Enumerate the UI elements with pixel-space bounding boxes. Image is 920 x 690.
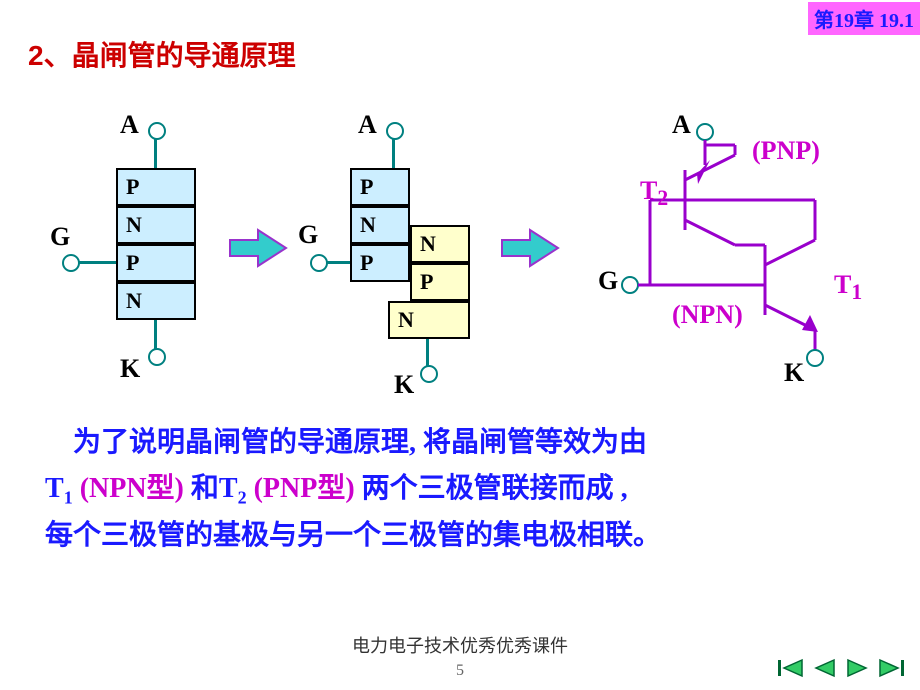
d2-layer-P1: P bbox=[350, 168, 410, 206]
t1-label: T1 bbox=[834, 270, 862, 305]
d1-term-A bbox=[148, 122, 166, 140]
d2-term-G bbox=[310, 254, 328, 272]
body-text: 为了说明晶闸管的导通原理, 将晶闸管等效为由 T1 (NPN型) 和T2 (PN… bbox=[45, 420, 875, 560]
d1-layer-N2: N bbox=[116, 282, 196, 320]
d3-label-K: K bbox=[784, 358, 804, 388]
nav-buttons bbox=[776, 656, 906, 680]
d2-wire-G bbox=[326, 261, 350, 264]
d1-label-G: G bbox=[50, 222, 70, 252]
d1-wire-G bbox=[78, 261, 116, 264]
arrow-1 bbox=[228, 228, 288, 268]
d2-wire-K bbox=[426, 339, 429, 367]
d2-wire-A bbox=[392, 138, 395, 170]
d1-term-G bbox=[62, 254, 80, 272]
d2-term-K bbox=[420, 365, 438, 383]
d3-transistor-schematic: A G K (PNP) (NPN) T2 T1 bbox=[590, 110, 890, 390]
d2-layer-N3: N bbox=[388, 301, 470, 339]
d2-layer-P3: P bbox=[410, 263, 470, 301]
nav-next-icon[interactable] bbox=[844, 656, 872, 680]
pnp-label: (PNP) bbox=[752, 136, 820, 166]
d2-layer-P2: P bbox=[350, 244, 410, 282]
d1-label-K: K bbox=[120, 354, 140, 384]
d2-label-A: A bbox=[358, 110, 377, 140]
diagram-area: A P N P N G K A P N P N P N G K bbox=[20, 110, 900, 400]
d1-wire-A bbox=[154, 138, 157, 170]
t2-label: T2 bbox=[640, 176, 668, 211]
d2-layer-N2: N bbox=[410, 225, 470, 263]
d2-layer-N1: N bbox=[350, 206, 410, 244]
d1-layer-N1: N bbox=[116, 206, 196, 244]
nav-last-icon[interactable] bbox=[878, 656, 906, 680]
d1-label-A: A bbox=[120, 110, 139, 140]
d2-term-A bbox=[386, 122, 404, 140]
d1-term-K bbox=[148, 348, 166, 366]
d1-layer-P1: P bbox=[116, 168, 196, 206]
d3-label-G: G bbox=[598, 266, 618, 296]
chapter-tag: 第19章 19.1 bbox=[808, 2, 920, 35]
d1-layer-P2: P bbox=[116, 244, 196, 282]
npn-label: (NPN) bbox=[672, 300, 743, 330]
d2-label-K: K bbox=[394, 370, 414, 400]
section-title: 2、晶闸管的导通原理 bbox=[28, 34, 296, 74]
d3-label-A: A bbox=[672, 110, 691, 140]
nav-prev-icon[interactable] bbox=[810, 656, 838, 680]
arrow-2 bbox=[500, 228, 560, 268]
d2-label-G: G bbox=[298, 220, 318, 250]
nav-first-icon[interactable] bbox=[776, 656, 804, 680]
d1-wire-K bbox=[154, 320, 157, 350]
footer-text: 电力电子技术优秀优秀课件 bbox=[0, 632, 920, 658]
